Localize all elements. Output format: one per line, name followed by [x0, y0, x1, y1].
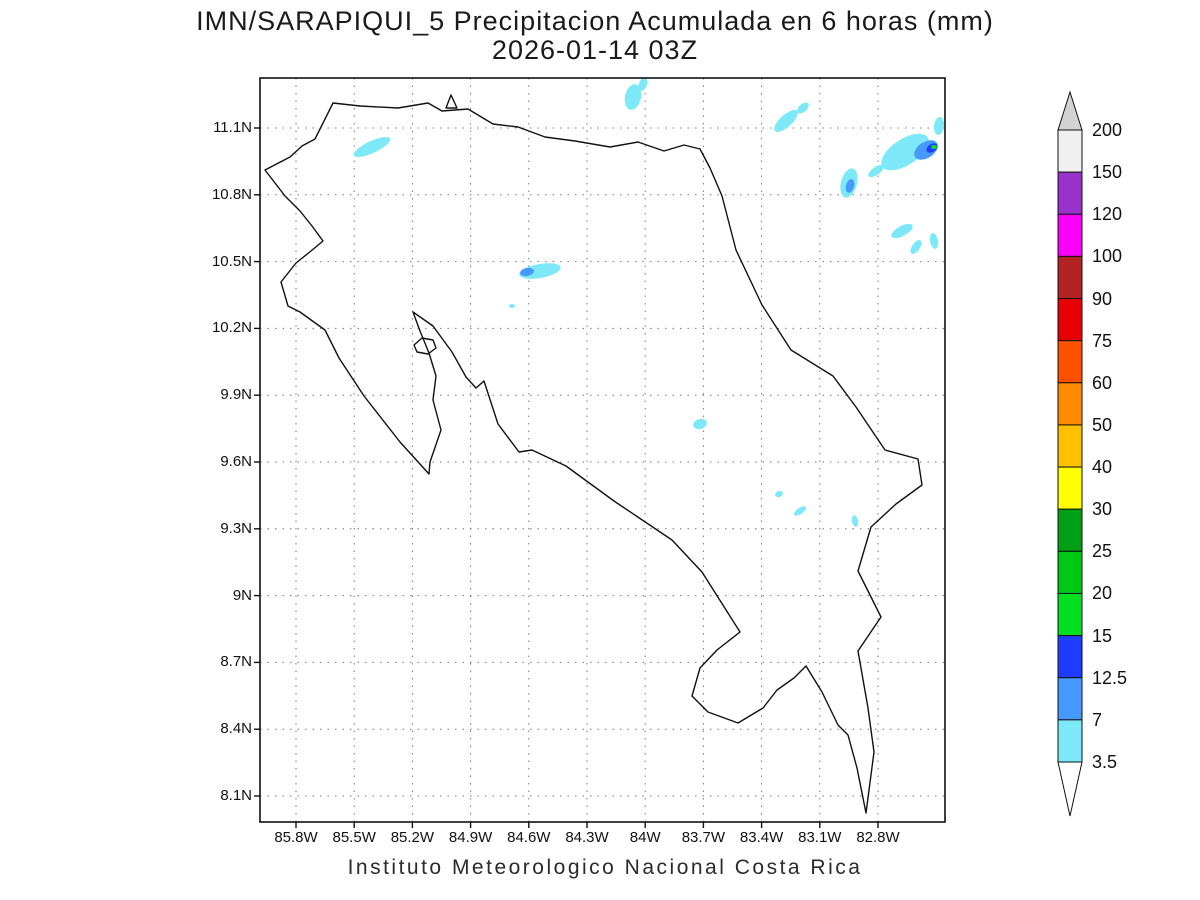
precip-patch: [845, 179, 855, 193]
colorbar-segment: [1057, 213, 1083, 257]
map-frame: [259, 77, 946, 823]
figure-subtitle-datetime: 2026-01-14 03Z: [491, 35, 699, 65]
colorbar-segment: [1057, 129, 1083, 173]
precip-patch: [794, 506, 806, 516]
costa-rica-coastline: [264, 94, 923, 814]
colorbar-below-min-arrow: [1057, 761, 1083, 817]
frame-and-colorbar-layer: [254, 77, 1083, 828]
precip-patch: [929, 233, 939, 249]
precip-patch: [933, 117, 945, 135]
precip-patch: [774, 110, 798, 132]
colorbar-segment: [1057, 550, 1083, 594]
colorbar-segment: [1057, 255, 1083, 300]
colorbar-segment: [1057, 635, 1083, 679]
colorbar-segment: [1057, 466, 1083, 510]
precip-patch: [520, 267, 534, 277]
precip-patch: [851, 515, 859, 527]
precip-patch: [891, 223, 913, 239]
colorbar-segment: [1057, 508, 1083, 552]
precip-patch: [624, 84, 642, 110]
figure-title: IMN/SARAPIQUI_5 Precipitacion Acumulada …: [196, 6, 994, 36]
colorbar-segment: [1057, 171, 1083, 215]
colorbar-segment: [1057, 340, 1083, 384]
precip-patch: [910, 240, 922, 254]
precip-patch: [797, 102, 809, 114]
precip-patch: [693, 418, 707, 430]
colorbar-segment: [1057, 424, 1083, 468]
colorbar-segment: [1057, 719, 1083, 763]
colorbar-segment: [1057, 592, 1083, 637]
precip-patch: [931, 145, 937, 149]
colorbar-segment: [1057, 677, 1083, 721]
precip-patch: [353, 136, 391, 158]
precip-patch: [638, 77, 648, 91]
precip-patch: [868, 164, 884, 178]
colorbar-above-max-arrow: [1057, 90, 1083, 131]
precip-patch: [509, 304, 515, 308]
precip-patch: [881, 133, 929, 171]
precip-patch: [775, 490, 783, 498]
colorbar-segment: [1057, 382, 1083, 426]
figure-caption: Instituto Meteorologico Nacional Costa R…: [347, 856, 863, 879]
colorbar-segment: [1057, 298, 1083, 342]
gridlines-and-precip-layer: [260, 77, 945, 822]
